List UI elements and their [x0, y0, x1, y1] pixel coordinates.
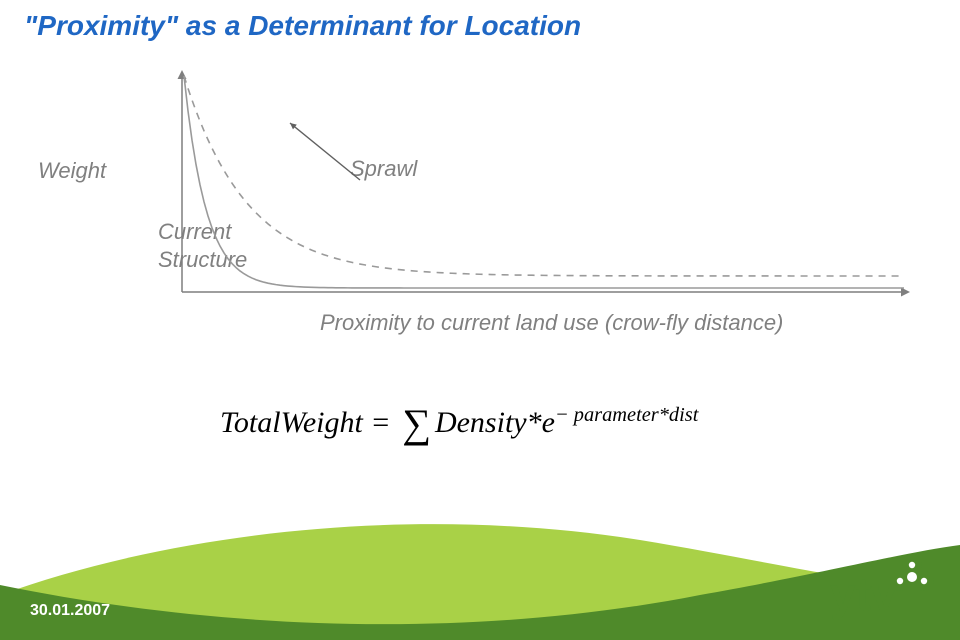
- formula-lhs: TotalWeight: [220, 406, 363, 439]
- svg-text:ytv: ytv: [830, 568, 897, 620]
- y-axis-label: Weight: [38, 158, 106, 184]
- formula-exp: − parameter*dist: [555, 404, 698, 426]
- sum-symbol: ∑: [398, 401, 435, 446]
- formula-eq: =: [363, 406, 398, 439]
- formula-density: Density: [435, 406, 527, 439]
- x-axis-label: Proximity to current land use (crow-fly …: [320, 310, 783, 336]
- formula: TotalWeight = ∑Density*e− parameter*dist: [220, 400, 698, 447]
- footer-date: 30.01.2007: [30, 602, 110, 620]
- decay-chart: [170, 70, 910, 300]
- slide: "Proximity" as a Determinant for Locatio…: [0, 0, 960, 640]
- formula-e: e: [542, 406, 555, 439]
- slide-title: "Proximity" as a Determinant for Locatio…: [24, 10, 581, 42]
- formula-star: *: [527, 406, 542, 439]
